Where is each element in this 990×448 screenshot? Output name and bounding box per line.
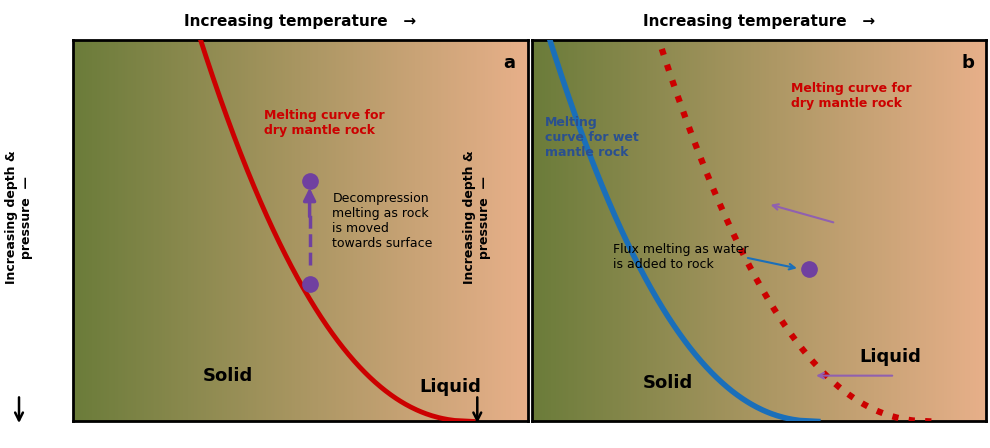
Text: Solid: Solid bbox=[643, 374, 693, 392]
Text: Melting
curve for wet
mantle rock: Melting curve for wet mantle rock bbox=[545, 116, 640, 159]
Text: Increasing temperature   →: Increasing temperature → bbox=[184, 14, 417, 29]
Text: Liquid: Liquid bbox=[420, 378, 481, 396]
Text: Liquid: Liquid bbox=[859, 348, 922, 366]
Text: Decompression
melting as rock
is moved
towards surface: Decompression melting as rock is moved t… bbox=[333, 192, 433, 250]
Text: Increasing depth &
pressure  —: Increasing depth & pressure — bbox=[463, 151, 491, 284]
Text: Solid: Solid bbox=[203, 366, 253, 385]
Text: Increasing depth &
pressure  —: Increasing depth & pressure — bbox=[5, 151, 33, 284]
Text: Melting curve for
dry mantle rock: Melting curve for dry mantle rock bbox=[264, 109, 385, 137]
Text: Melting curve for
dry mantle rock: Melting curve for dry mantle rock bbox=[791, 82, 911, 110]
Text: b: b bbox=[961, 54, 974, 72]
Text: Increasing temperature   →: Increasing temperature → bbox=[643, 14, 875, 29]
Text: a: a bbox=[503, 54, 516, 72]
Text: Flux melting as water
is added to rock: Flux melting as water is added to rock bbox=[614, 243, 749, 271]
